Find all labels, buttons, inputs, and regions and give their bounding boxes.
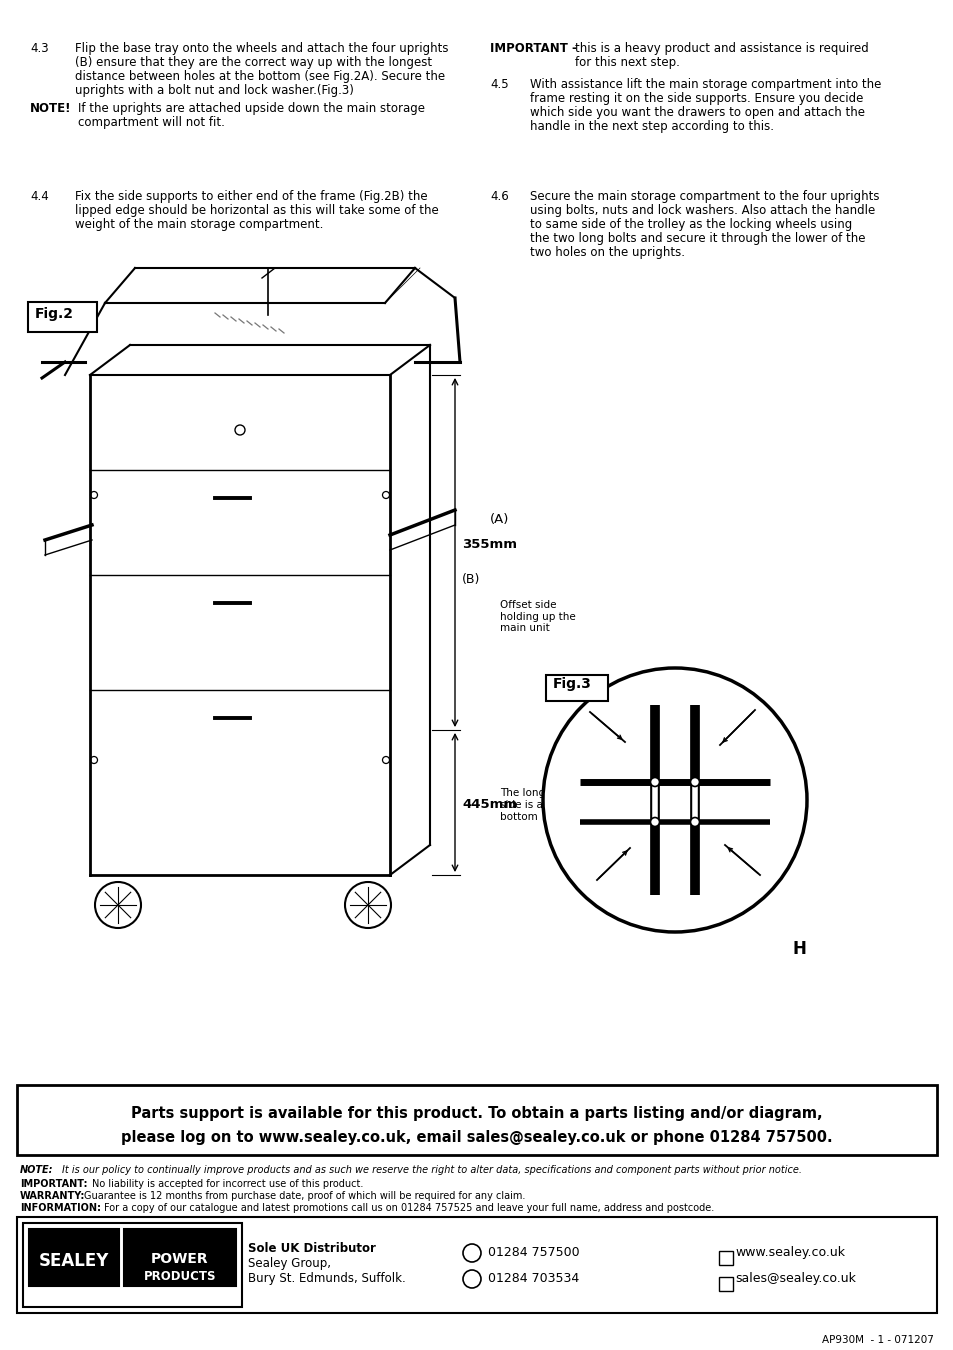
Text: No liability is accepted for incorrect use of this product.: No liability is accepted for incorrect u… bbox=[91, 1179, 363, 1189]
Circle shape bbox=[690, 818, 699, 826]
Text: handle in the next step according to this.: handle in the next step according to thi… bbox=[530, 120, 773, 134]
Text: Fig.2: Fig.2 bbox=[35, 306, 74, 321]
Text: lipped edge should be horizontal as this will take some of the: lipped edge should be horizontal as this… bbox=[75, 204, 438, 217]
FancyBboxPatch shape bbox=[28, 302, 97, 332]
Text: It is our policy to continually improve products and as such we reserve the righ: It is our policy to continually improve … bbox=[62, 1165, 801, 1174]
Text: Flip the base tray onto the wheels and attach the four uprights: Flip the base tray onto the wheels and a… bbox=[75, 42, 448, 55]
Text: (B): (B) bbox=[461, 574, 480, 586]
FancyBboxPatch shape bbox=[17, 1216, 936, 1314]
Text: With assistance lift the main storage compartment into the: With assistance lift the main storage co… bbox=[530, 78, 881, 90]
FancyBboxPatch shape bbox=[23, 1223, 242, 1307]
Text: 4.4: 4.4 bbox=[30, 190, 49, 202]
FancyBboxPatch shape bbox=[545, 675, 607, 701]
Text: to same side of the trolley as the locking wheels using: to same side of the trolley as the locki… bbox=[530, 217, 851, 231]
Text: two holes on the uprights.: two holes on the uprights. bbox=[530, 246, 684, 259]
FancyBboxPatch shape bbox=[17, 1085, 936, 1156]
Text: IMPORTANT -: IMPORTANT - bbox=[490, 42, 577, 55]
Text: NOTE!: NOTE! bbox=[30, 103, 71, 115]
Text: 445mm: 445mm bbox=[461, 798, 517, 811]
FancyBboxPatch shape bbox=[719, 1277, 732, 1291]
Text: 4.3: 4.3 bbox=[30, 42, 49, 55]
Text: AP930M  - 1 - 071207: AP930M - 1 - 071207 bbox=[821, 1335, 933, 1345]
Text: please log on to www.sealey.co.uk, email sales@sealey.co.uk or phone 01284 75750: please log on to www.sealey.co.uk, email… bbox=[121, 1130, 832, 1145]
Text: distance between holes at the bottom (see Fig.2A). Secure the: distance between holes at the bottom (se… bbox=[75, 70, 445, 82]
Circle shape bbox=[650, 818, 659, 826]
Text: 4.6: 4.6 bbox=[490, 190, 508, 202]
Text: 355mm: 355mm bbox=[461, 539, 517, 552]
Text: Fix the side supports to either end of the frame (Fig.2B) the: Fix the side supports to either end of t… bbox=[75, 190, 427, 202]
Text: frame resting it on the side supports. Ensure you decide: frame resting it on the side supports. E… bbox=[530, 92, 862, 105]
FancyBboxPatch shape bbox=[124, 1228, 235, 1287]
Text: For a copy of our catalogue and latest promotions call us on 01284 757525 and le: For a copy of our catalogue and latest p… bbox=[104, 1203, 714, 1214]
Text: (B) ensure that they are the correct way up with the longest: (B) ensure that they are the correct way… bbox=[75, 55, 432, 69]
Text: NOTE:: NOTE: bbox=[20, 1165, 53, 1174]
Text: which side you want the drawers to open and attach the: which side you want the drawers to open … bbox=[530, 107, 864, 119]
Text: 4.5: 4.5 bbox=[490, 78, 508, 90]
Circle shape bbox=[542, 668, 806, 932]
Text: Sole UK Distributor: Sole UK Distributor bbox=[248, 1242, 375, 1256]
Text: using bolts, nuts and lock washers. Also attach the handle: using bolts, nuts and lock washers. Also… bbox=[530, 204, 874, 217]
Circle shape bbox=[690, 778, 699, 787]
FancyBboxPatch shape bbox=[719, 1251, 732, 1265]
Text: (A): (A) bbox=[490, 513, 509, 526]
Text: If the uprights are attached upside down the main storage: If the uprights are attached upside down… bbox=[78, 103, 424, 115]
Text: Offset side
holding up the
main unit: Offset side holding up the main unit bbox=[499, 599, 576, 633]
Text: IMPORTANT:: IMPORTANT: bbox=[20, 1179, 88, 1189]
Text: Parts support is available for this product. To obtain a parts listing and/or di: Parts support is available for this prod… bbox=[132, 1106, 821, 1120]
Text: sales@sealey.co.uk: sales@sealey.co.uk bbox=[734, 1272, 855, 1285]
Text: Fig.3: Fig.3 bbox=[553, 676, 591, 691]
Text: compartment will not fit.: compartment will not fit. bbox=[78, 116, 225, 130]
Text: 01284 703534: 01284 703534 bbox=[479, 1272, 578, 1285]
Text: Secure the main storage compartment to the four uprights: Secure the main storage compartment to t… bbox=[530, 190, 879, 202]
Text: Guarantee is 12 months from purchase date, proof of which will be required for a: Guarantee is 12 months from purchase dat… bbox=[84, 1191, 525, 1202]
FancyBboxPatch shape bbox=[29, 1228, 119, 1287]
Text: Sealey Group,: Sealey Group, bbox=[248, 1257, 331, 1270]
Text: SEALEY: SEALEY bbox=[39, 1251, 109, 1270]
Text: The longest
side is at the
bottom: The longest side is at the bottom bbox=[499, 788, 567, 822]
Text: H: H bbox=[791, 940, 805, 958]
Text: WARRANTY:: WARRANTY: bbox=[20, 1191, 85, 1202]
Text: www.sealey.co.uk: www.sealey.co.uk bbox=[734, 1246, 844, 1260]
Text: for this next step.: for this next step. bbox=[575, 55, 679, 69]
Text: uprights with a bolt nut and lock washer.(Fig.3): uprights with a bolt nut and lock washer… bbox=[75, 84, 354, 97]
Text: this is a heavy product and assistance is required: this is a heavy product and assistance i… bbox=[575, 42, 868, 55]
Text: the two long bolts and secure it through the lower of the: the two long bolts and secure it through… bbox=[530, 232, 864, 244]
Circle shape bbox=[650, 778, 659, 787]
Text: Bury St. Edmunds, Suffolk.: Bury St. Edmunds, Suffolk. bbox=[248, 1272, 405, 1285]
Text: weight of the main storage compartment.: weight of the main storage compartment. bbox=[75, 217, 323, 231]
Text: PRODUCTS: PRODUCTS bbox=[144, 1270, 216, 1282]
Text: 01284 757500: 01284 757500 bbox=[479, 1246, 579, 1260]
Text: POWER: POWER bbox=[151, 1251, 209, 1266]
Text: INFORMATION:: INFORMATION: bbox=[20, 1203, 101, 1214]
